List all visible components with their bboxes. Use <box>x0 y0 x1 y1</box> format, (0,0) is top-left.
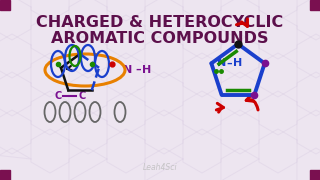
Bar <box>310 170 320 180</box>
Text: N: N <box>124 65 132 75</box>
Text: –: – <box>135 65 141 75</box>
Text: C: C <box>78 91 86 101</box>
Text: –: – <box>226 58 232 68</box>
Text: H: H <box>233 58 243 68</box>
Text: N: N <box>217 58 227 68</box>
Bar <box>310 0 320 10</box>
Text: AROMATIC COMPOUNDS: AROMATIC COMPOUNDS <box>51 30 269 46</box>
Bar <box>0 0 10 10</box>
Text: H: H <box>142 65 152 75</box>
Bar <box>0 170 10 180</box>
Text: Leah4Sci: Leah4Sci <box>143 163 177 172</box>
Text: CHARGED & HETEROCYCLIC: CHARGED & HETEROCYCLIC <box>36 15 284 30</box>
Text: C: C <box>54 91 62 101</box>
